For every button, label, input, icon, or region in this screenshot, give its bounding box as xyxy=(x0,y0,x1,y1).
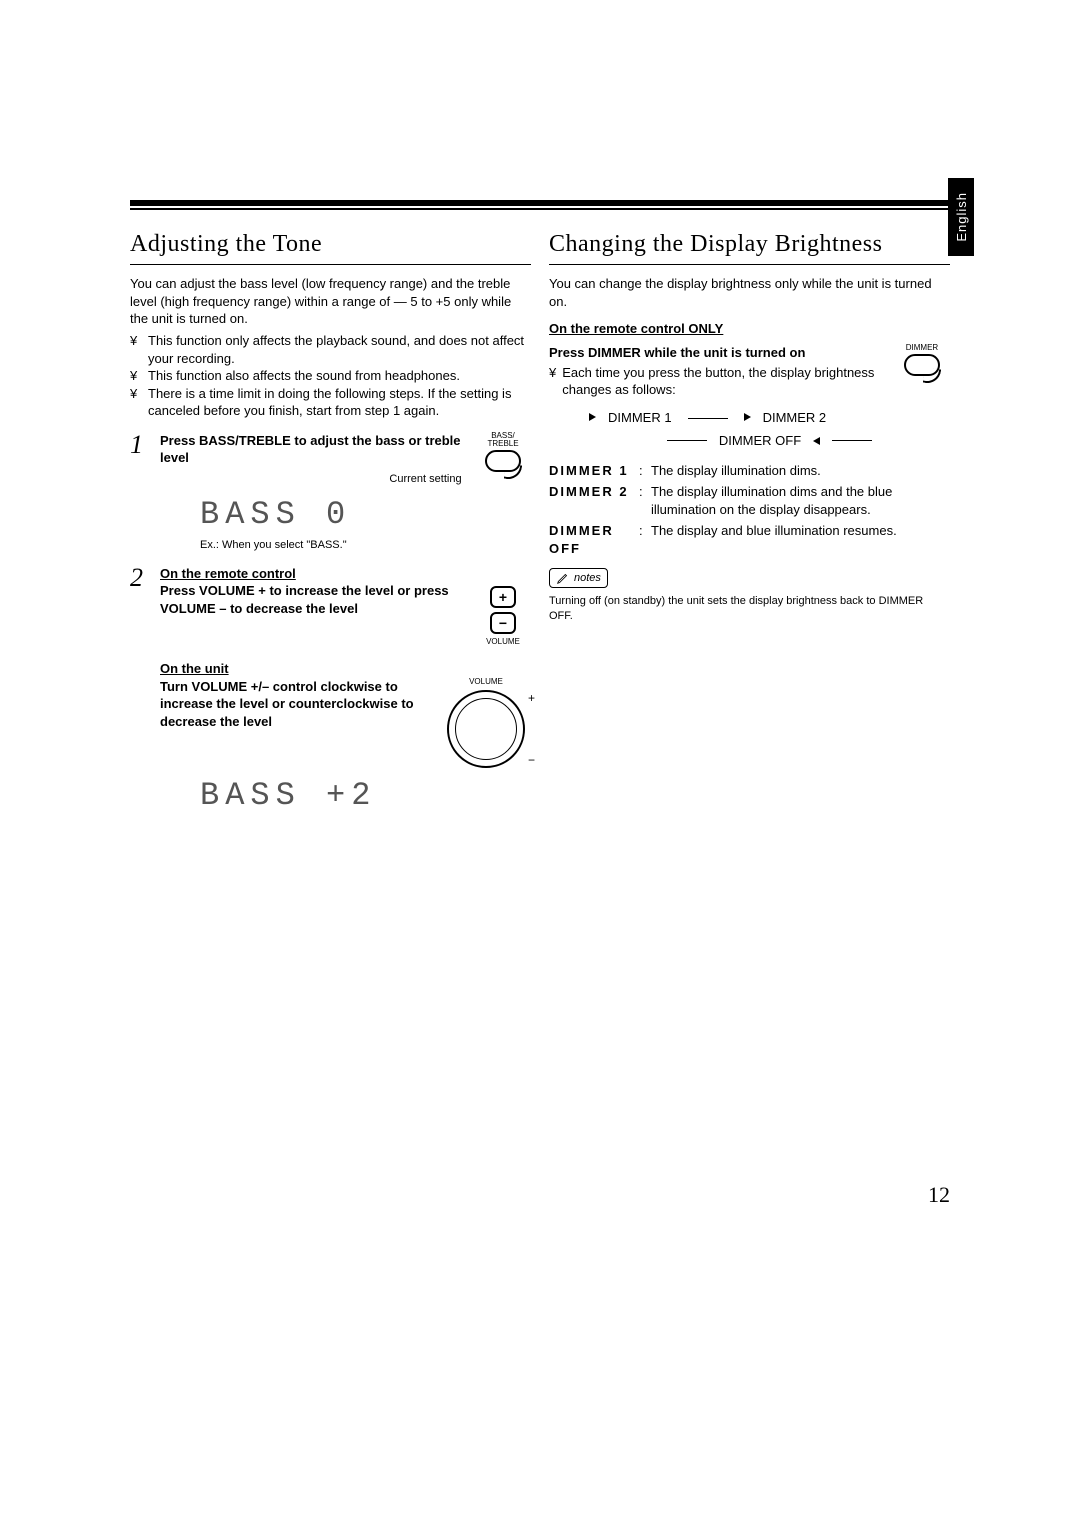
columns: Adjusting the Tone You can adjust the ba… xyxy=(130,228,950,819)
cycle-dimmer-off: DIMMER OFF xyxy=(719,432,801,450)
language-tab: English xyxy=(948,178,974,256)
oval-button-icon xyxy=(485,450,521,472)
language-tab-label: English xyxy=(954,192,969,242)
press-bullet: Each time you press the button, the disp… xyxy=(562,364,884,399)
volume-up-icon: + xyxy=(490,586,516,608)
section-title-brightness: Changing the Display Brightness xyxy=(549,228,950,265)
oval-button-icon xyxy=(904,354,940,376)
bullet-icon: ¥ xyxy=(130,367,142,385)
volume-buttons: + − VOLUME xyxy=(475,582,531,646)
left-column: Adjusting the Tone You can adjust the ba… xyxy=(130,228,531,819)
rule-thick xyxy=(130,200,950,206)
right-column: Changing the Display Brightness You can … xyxy=(549,228,950,819)
press-heading: Press DIMMER while the unit is turned on xyxy=(549,344,884,362)
remote-heading: On the remote control xyxy=(160,565,531,583)
def-key: DIMMER OFF xyxy=(549,522,639,557)
arrow-left-icon xyxy=(813,437,820,445)
tone-intro: You can adjust the bass level (low frequ… xyxy=(130,275,531,328)
lcd-caption: Ex.: When you select "BASS." xyxy=(200,538,531,553)
bass-treble-button: BASS/ TREBLE xyxy=(475,432,531,472)
remote-only-heading: On the remote control ONLY xyxy=(549,320,950,338)
lcd-display: BASS 0 xyxy=(200,493,531,536)
cycle-dimmer1: DIMMER 1 xyxy=(608,409,672,427)
current-setting-label: Current setting xyxy=(320,472,531,487)
remote-text: Press VOLUME + to increase the level or … xyxy=(160,582,465,617)
step1-text: Press BASS/TREBLE to adjust the bass or … xyxy=(160,432,465,467)
step-number: 2 xyxy=(130,565,150,819)
def-val: The display illumination dims. xyxy=(651,462,950,480)
volume-dial: VOLUME +− xyxy=(441,678,531,768)
unit-heading: On the unit xyxy=(160,660,531,678)
section-title-tone: Adjusting the Tone xyxy=(130,228,531,265)
def-val: The display illumination dims and the bl… xyxy=(651,483,950,518)
step-2: 2 On the remote control Press VOLUME + t… xyxy=(130,565,531,819)
unit-text: Turn VOLUME +/– control clockwise to inc… xyxy=(160,678,431,731)
bullet-icon: ¥ xyxy=(130,332,142,367)
arrow-right-icon xyxy=(744,413,751,421)
manual-page: English Adjusting the Tone You can adjus… xyxy=(0,0,1080,1528)
notes-icon: notes xyxy=(549,568,608,589)
note-text: Turning off (on standby) the unit sets t… xyxy=(549,594,950,623)
def-key: DIMMER 2 xyxy=(549,483,639,518)
def-val: The display and blue illumination resume… xyxy=(651,522,950,557)
arrow-right-icon xyxy=(589,413,596,421)
bullet-icon: ¥ xyxy=(130,385,142,420)
dimmer-cycle: DIMMER 1 DIMMER 2 DIMMER OFF xyxy=(589,409,950,450)
cycle-dimmer2: DIMMER 2 xyxy=(763,409,827,427)
dimmer-definitions: DIMMER 1:The display illumination dims. … xyxy=(549,462,950,558)
tone-bullets: ¥This function only affects the playback… xyxy=(130,332,531,420)
pencil-icon xyxy=(556,571,570,585)
step-1: 1 Press BASS/TREBLE to adjust the bass o… xyxy=(130,432,531,553)
volume-down-icon: − xyxy=(490,612,516,634)
bullet-text: This function also affects the sound fro… xyxy=(148,367,460,385)
dial-icon: +− xyxy=(447,690,525,768)
step-number: 1 xyxy=(130,432,150,553)
def-key: DIMMER 1 xyxy=(549,462,639,480)
dimmer-button: DIMMER xyxy=(894,344,950,376)
bullet-text: There is a time limit in doing the follo… xyxy=(148,385,531,420)
bullet-text: This function only affects the playback … xyxy=(148,332,531,367)
page-number: 12 xyxy=(928,1182,950,1208)
bullet-icon: ¥ xyxy=(549,364,556,399)
brightness-intro: You can change the display brightness on… xyxy=(549,275,950,310)
rule-thin xyxy=(130,208,950,210)
lcd-display-2: BASS +2 xyxy=(200,774,531,817)
